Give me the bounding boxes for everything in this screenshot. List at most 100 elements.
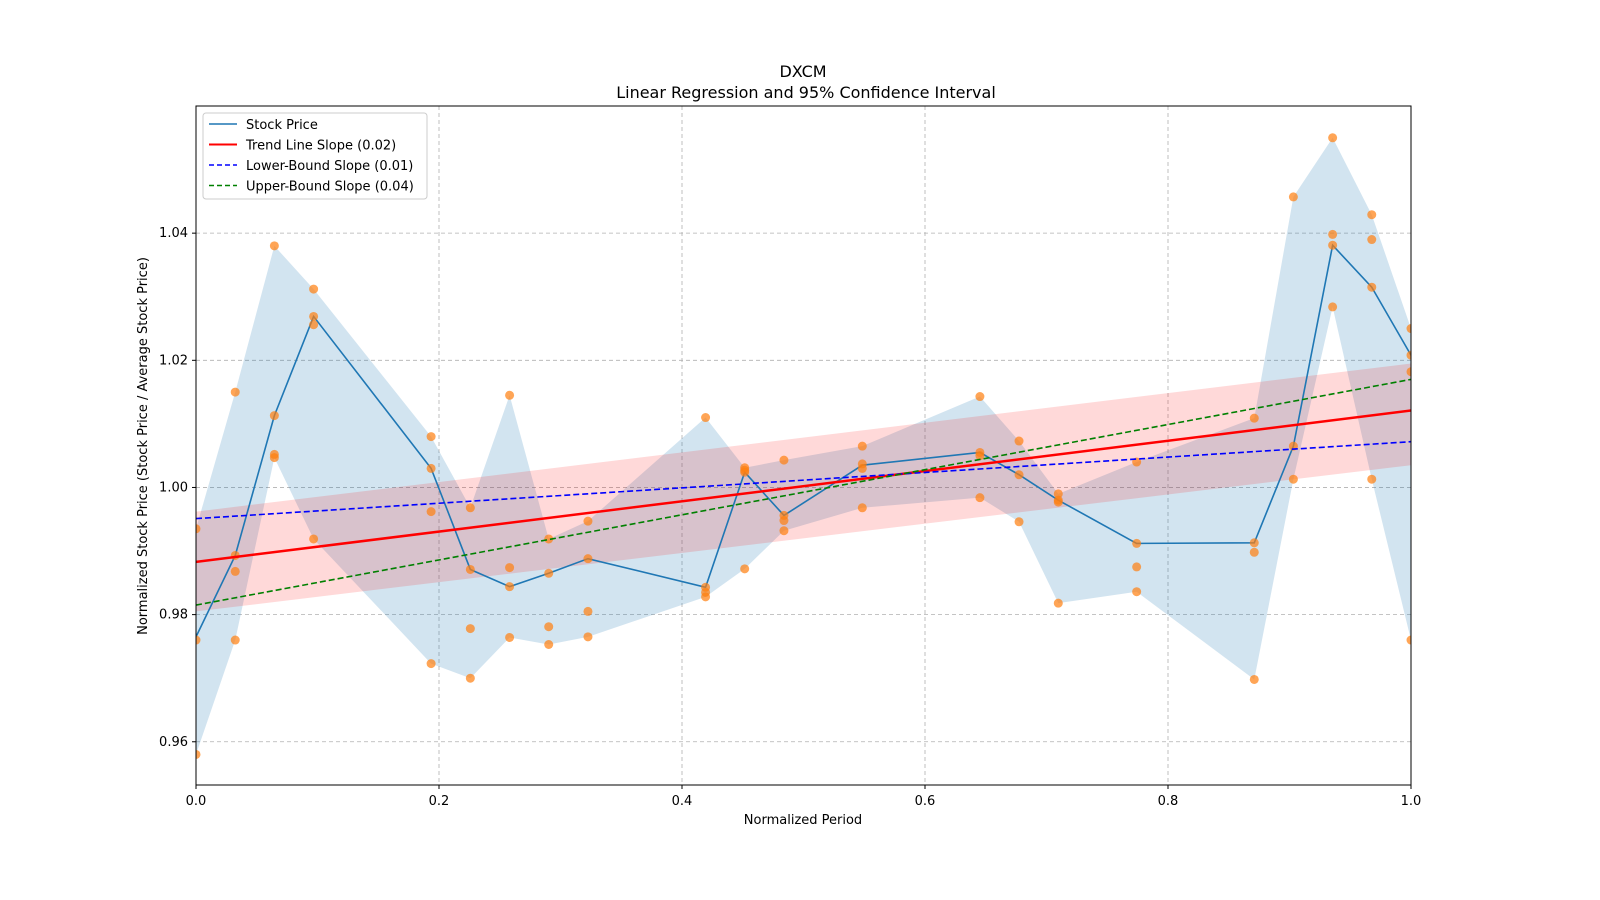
legend-label: Stock Price (246, 118, 318, 133)
x-axis-label: Normalized Period (744, 813, 862, 828)
scatter-point (1367, 474, 1377, 484)
scatter-point (544, 639, 554, 649)
scatter-point (544, 622, 554, 632)
scatter-point (1328, 133, 1338, 143)
plot-area (196, 133, 1411, 759)
scatter-point (1249, 538, 1259, 548)
x-tick-label: 0.0 (186, 794, 207, 809)
y-tick-label: 0.98 (159, 608, 188, 623)
scatter-point (230, 635, 240, 645)
y-tick-label: 1.04 (159, 226, 188, 241)
scatter-point (1406, 324, 1411, 334)
scatter-point (269, 241, 279, 251)
scatter-point (975, 392, 985, 402)
scatter-point (1014, 517, 1024, 527)
scatter-point (701, 592, 711, 602)
scatter-point (1328, 240, 1338, 250)
price-range-band (196, 137, 1411, 755)
chart-title: DXCM (779, 62, 826, 81)
scatter-point (544, 534, 554, 544)
scatter-point (975, 493, 985, 503)
scatter-point (975, 451, 985, 461)
scatter-point (426, 463, 436, 473)
scatter-point (857, 503, 867, 513)
scatter-point (1367, 235, 1377, 245)
scatter-point (1132, 562, 1142, 572)
scatter-point (1406, 635, 1411, 645)
scatter-point (1249, 547, 1259, 557)
scatter-point (1288, 192, 1298, 202)
scatter-point (309, 311, 319, 321)
scatter-point (426, 507, 436, 517)
scatter-point (230, 566, 240, 576)
scatter-point (779, 526, 789, 536)
scatter-point (1406, 367, 1411, 377)
scatter-point (309, 284, 319, 294)
scatter-point (309, 320, 319, 330)
scatter-point (465, 503, 475, 513)
scatter-point (583, 606, 593, 616)
scatter-point (701, 413, 711, 423)
upper-bound-line (196, 378, 1411, 606)
scatter-point (505, 633, 515, 643)
scatter-point (426, 659, 436, 669)
scatter-point (1053, 497, 1063, 507)
y-tick-label: 1.00 (159, 480, 188, 495)
scatter-point (426, 432, 436, 442)
legend-label: Upper-Bound Slope (0.04) (246, 180, 414, 195)
scatter-point (505, 563, 515, 573)
scatter-point (1406, 350, 1411, 360)
x-tick-label: 1.0 (1401, 794, 1422, 809)
scatter-point (583, 632, 593, 642)
scatter-point (544, 568, 554, 578)
scatter-point (465, 564, 475, 574)
trend-line (196, 409, 1411, 564)
x-tick-label: 0.6 (915, 794, 936, 809)
scatter-point (269, 453, 279, 463)
scatter-point (505, 390, 515, 400)
scatter-point (1328, 229, 1338, 239)
scatter-point (1249, 674, 1259, 684)
scatter-point (740, 467, 750, 477)
scatter-point (196, 524, 201, 534)
scatter-point (196, 749, 201, 759)
y-tick-label: 1.02 (159, 353, 188, 368)
scatter-point (1328, 302, 1338, 312)
legend-label: Trend Line Slope (0.02) (245, 139, 396, 154)
lower-bound-line (196, 440, 1411, 520)
x-tick-label: 0.2 (429, 794, 450, 809)
scatter-point (1367, 282, 1377, 292)
scatter-point (1288, 474, 1298, 484)
scatter-point (230, 387, 240, 397)
scatter-point (269, 411, 279, 421)
scatter-point (1132, 587, 1142, 597)
scatter-point (465, 673, 475, 683)
scatter-point (1053, 598, 1063, 608)
scatter-point (465, 624, 475, 634)
legend: Stock Price Trend Line Slope (0.02) Lower-… (202, 112, 428, 200)
y-tick-label: 0.96 (159, 735, 188, 750)
scatter-point (309, 534, 319, 544)
x-axis: 0.0 0.2 0.4 0.6 0.8 1.0 (186, 785, 1422, 809)
legend-box (202, 112, 428, 200)
y-axis-label: Normalized Stock Price (Stock Price / Av… (136, 257, 151, 635)
scatter-point (1053, 489, 1063, 499)
scatter-point (740, 564, 750, 574)
scatter-point (1014, 436, 1024, 446)
scatter-point (196, 635, 201, 645)
scatter-point (583, 554, 593, 564)
scatter-point (857, 441, 867, 451)
scatter-point (857, 463, 867, 473)
y-axis: 0.96 0.98 1.00 1.02 1.04 (159, 226, 196, 750)
scatter-point (583, 516, 593, 526)
scatter-point (1249, 413, 1259, 423)
plot-frame (195, 105, 1412, 786)
chart-subtitle: Linear Regression and 95% Confidence Int… (616, 83, 996, 102)
scatter-point (779, 516, 789, 526)
scatter-point (505, 582, 515, 592)
scatter-point (1014, 470, 1024, 480)
stock-price-line (196, 243, 1411, 638)
legend-label: Lower-Bound Slope (0.01) (246, 159, 413, 174)
scatter-point (1367, 210, 1377, 220)
